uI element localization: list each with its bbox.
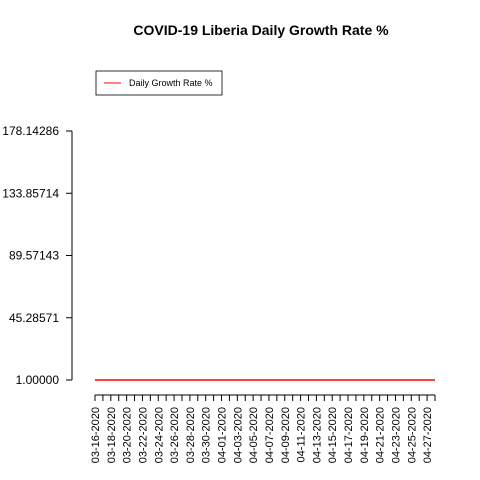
chart-title: COVID-19 Liberia Daily Growth Rate % xyxy=(133,22,389,38)
y-tick-label: 1.00000 xyxy=(16,373,60,387)
y-tick-label: 45.28571 xyxy=(9,311,59,325)
x-tick-label: 04-25-2020 xyxy=(406,407,418,463)
x-tick-label: 04-23-2020 xyxy=(390,407,402,463)
x-axis: 03-16-2020 03-18-2020 03-20-2020 03-22-2020… xyxy=(90,394,436,463)
x-tick-label: 04-21-2020 xyxy=(375,407,387,463)
x-tick-label: 03-30-2020 xyxy=(201,407,213,463)
x-tick-label: 04-13-2020 xyxy=(311,407,323,463)
x-tick-label: 03-20-2020 xyxy=(122,407,134,463)
y-tick-label: 89.57143 xyxy=(9,249,59,263)
legend-label: Daily Growth Rate % xyxy=(129,78,213,88)
x-tick-label: 03-28-2020 xyxy=(185,407,197,463)
x-tick-label: 04-07-2020 xyxy=(264,407,276,463)
x-tick-label: 03-16-2020 xyxy=(90,407,102,463)
x-tick-label: 04-27-2020 xyxy=(422,407,434,463)
x-tick-label: 04-17-2020 xyxy=(343,407,355,463)
x-tick-label: 04-09-2020 xyxy=(280,407,292,463)
x-tick-label: 04-11-2020 xyxy=(296,407,308,462)
y-tick-label: 133.85714 xyxy=(2,186,59,200)
x-tick-label: 03-24-2020 xyxy=(153,407,165,463)
x-tick-label: 04-03-2020 xyxy=(232,407,244,463)
x-tick-label: 03-26-2020 xyxy=(169,407,181,463)
y-axis: 1.00000 45.28571 89.57143 133.85714 178.1428… xyxy=(2,124,73,387)
x-tick-label: 03-22-2020 xyxy=(137,407,149,463)
y-tick-label: 178.14286 xyxy=(2,124,59,138)
x-tick-label: 03-18-2020 xyxy=(106,407,118,463)
x-tick-label: 04-05-2020 xyxy=(248,407,260,463)
x-tick-label: 04-15-2020 xyxy=(327,407,339,463)
x-tick-label: 04-19-2020 xyxy=(359,407,371,463)
legend: Daily Growth Rate % xyxy=(95,70,223,96)
x-tick-label: 04-01-2020 xyxy=(217,407,229,463)
